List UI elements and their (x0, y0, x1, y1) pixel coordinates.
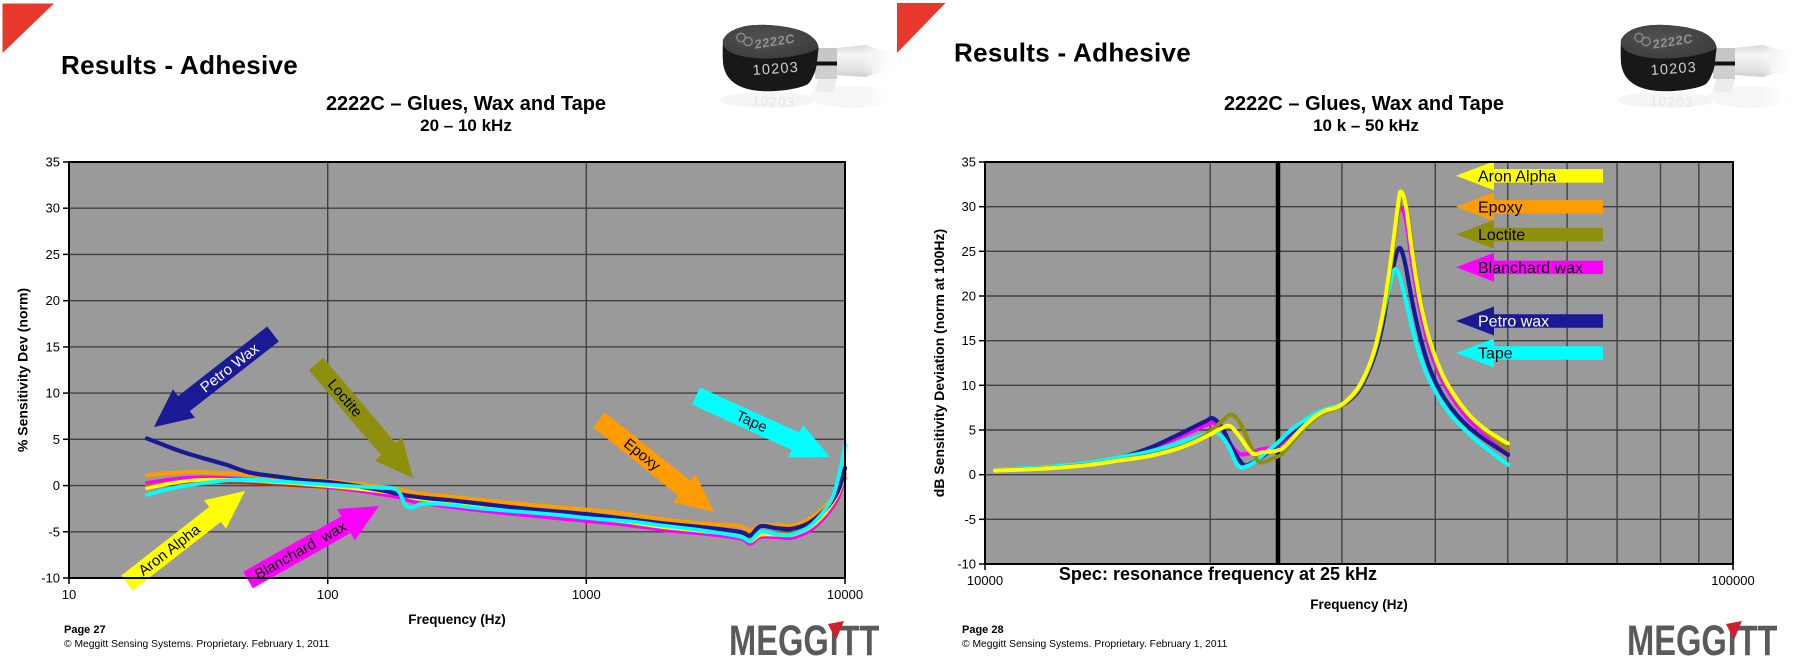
svg-text:1000: 1000 (572, 587, 601, 602)
svg-text:Epoxy: Epoxy (1478, 199, 1522, 216)
svg-text:10000: 10000 (967, 573, 1003, 588)
svg-text:Frequency (Hz): Frequency (Hz) (1310, 597, 1408, 612)
svg-text:Page 28: Page 28 (962, 624, 1004, 636)
svg-text:25: 25 (46, 247, 60, 262)
svg-text:20 – 10 kHz: 20 – 10 kHz (420, 116, 512, 135)
svg-text:2222C: 2222C (754, 31, 795, 51)
svg-text:25: 25 (962, 244, 976, 259)
svg-text:15: 15 (962, 333, 976, 348)
svg-text:10: 10 (62, 587, 76, 602)
svg-text:-10: -10 (957, 557, 976, 572)
svg-text:Frequency (Hz): Frequency (Hz) (408, 612, 506, 627)
svg-text:20: 20 (46, 293, 60, 308)
svg-text:10000: 10000 (827, 587, 863, 602)
svg-text:-10: -10 (41, 571, 60, 586)
svg-text:Spec: resonance frequency at 2: Spec: resonance frequency at 25 kHz (1059, 564, 1377, 584)
svg-text:Results - Adhesive: Results - Adhesive (61, 50, 298, 80)
svg-text:Petro wax: Petro wax (1478, 314, 1549, 331)
svg-text:10: 10 (962, 378, 976, 393)
svg-text:100000: 100000 (1711, 573, 1754, 588)
svg-text:2222C – Glues, Wax and Tape: 2222C – Glues, Wax and Tape (1224, 93, 1504, 115)
svg-text:© Meggitt Sensing Systems. Pro: © Meggitt Sensing Systems. Proprietary. … (962, 639, 1228, 650)
svg-text:10203: 10203 (752, 93, 796, 110)
svg-text:© Meggitt Sensing Systems. Pro: © Meggitt Sensing Systems. Proprietary. … (64, 639, 330, 650)
svg-text:10203: 10203 (752, 60, 799, 79)
svg-text:10203: 10203 (1650, 60, 1697, 79)
svg-text:35: 35 (962, 155, 976, 170)
svg-text:5: 5 (969, 423, 976, 438)
svg-text:15: 15 (46, 339, 60, 354)
svg-text:% Sensitivity Dev (norm): % Sensitivity Dev (norm) (15, 288, 31, 452)
svg-text:Page 27: Page 27 (64, 624, 106, 636)
svg-text:Blanchard wax: Blanchard wax (1478, 260, 1583, 277)
svg-text:30: 30 (962, 199, 976, 214)
svg-text:Aron Alpha: Aron Alpha (1478, 168, 1556, 185)
svg-text:10: 10 (46, 386, 60, 401)
svg-text:Loctite: Loctite (1478, 227, 1525, 244)
svg-text:0: 0 (969, 467, 976, 482)
svg-text:-5: -5 (964, 512, 976, 527)
svg-text:Tape: Tape (1478, 346, 1513, 363)
svg-text:dB Sensitivity Deviation (norm: dB Sensitivity Deviation (norm at 100Hz) (931, 229, 947, 497)
svg-text:0: 0 (53, 478, 60, 493)
svg-text:2222C: 2222C (1652, 31, 1693, 51)
svg-text:10203: 10203 (1650, 93, 1694, 110)
svg-text:5: 5 (53, 432, 60, 447)
svg-text:30: 30 (46, 201, 60, 216)
svg-text:35: 35 (46, 155, 60, 170)
svg-text:MEGGiTT: MEGGiTT (1627, 617, 1777, 665)
svg-text:2222C – Glues, Wax and Tape: 2222C – Glues, Wax and Tape (326, 93, 606, 115)
svg-text:10 k – 50 kHz: 10 k – 50 kHz (1313, 116, 1419, 135)
svg-text:Results - Adhesive: Results - Adhesive (954, 38, 1191, 68)
svg-text:-5: -5 (48, 524, 60, 539)
svg-text:100: 100 (317, 587, 339, 602)
svg-text:MEGGiTT: MEGGiTT (729, 617, 879, 665)
svg-text:20: 20 (962, 289, 976, 304)
